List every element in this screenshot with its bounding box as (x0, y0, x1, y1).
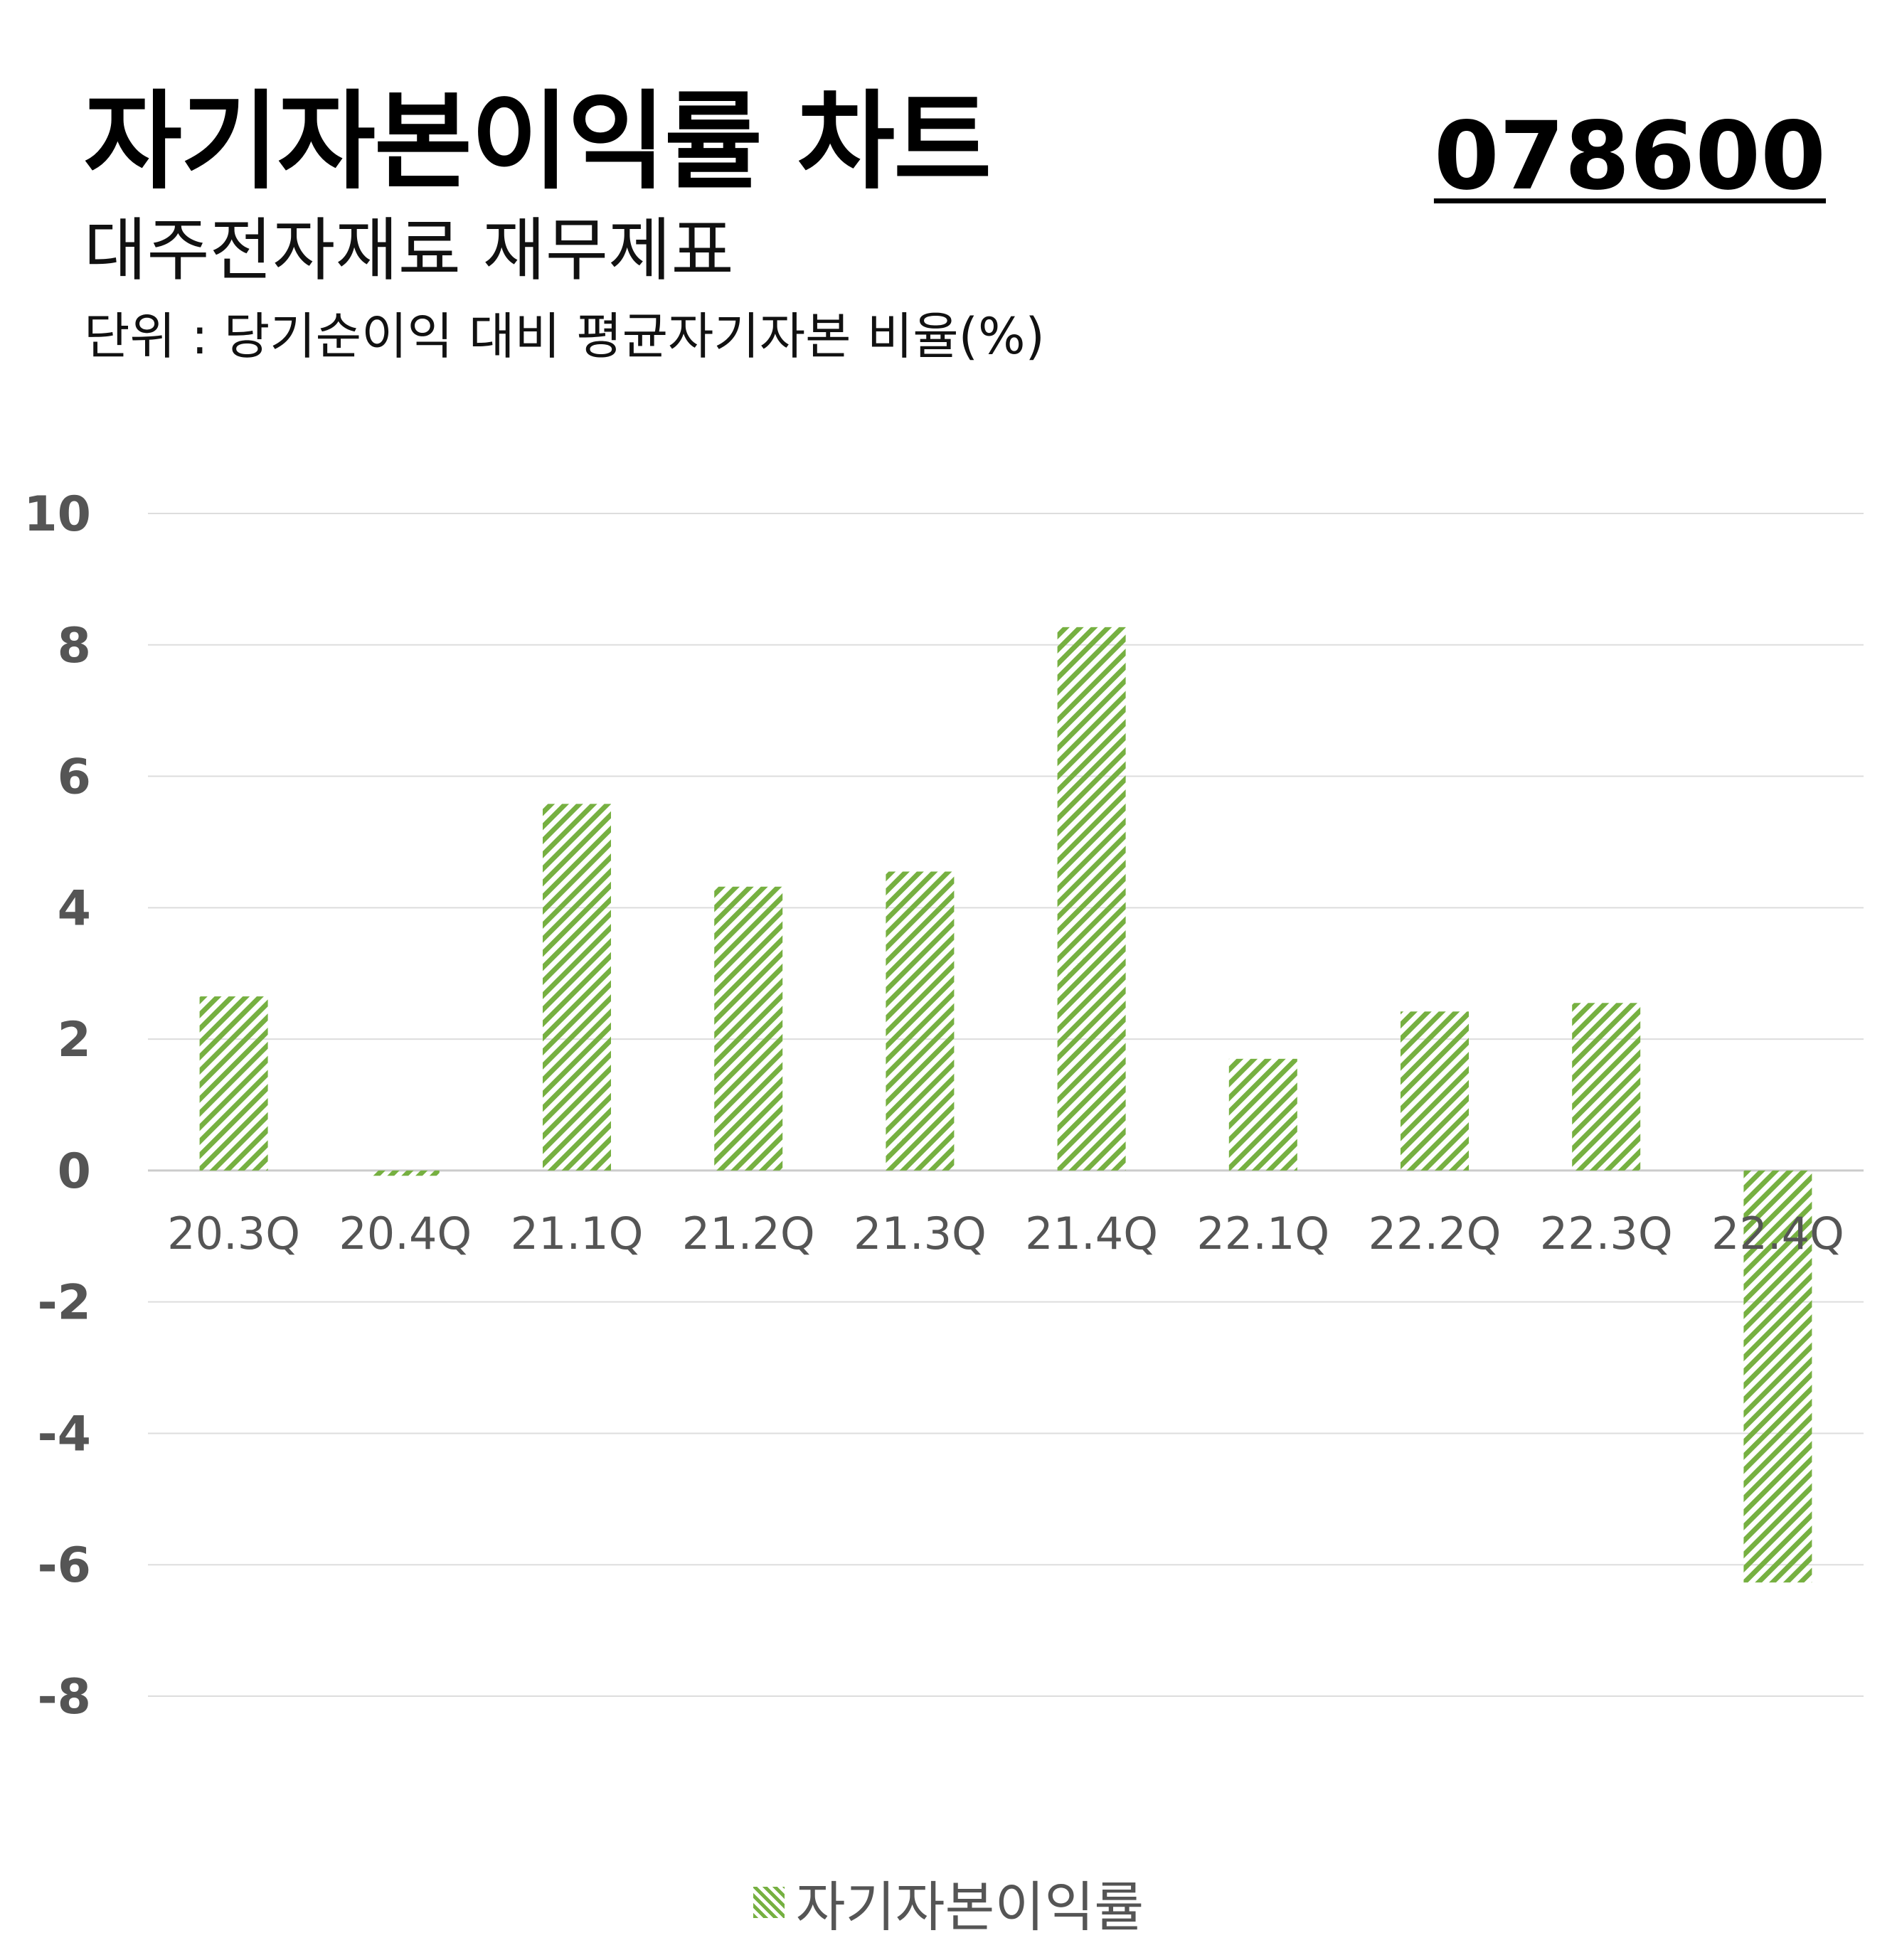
y-tick-label: 8 (58, 618, 91, 674)
bar-22.2Q (1401, 1011, 1469, 1171)
bar-21.2Q (714, 886, 783, 1171)
x-tick-label: 21.4Q (1025, 1208, 1158, 1259)
bar-21.3Q (886, 871, 955, 1171)
y-tick-label: -6 (37, 1538, 91, 1594)
legend-label: 자기자본이익률 (795, 1875, 1144, 1939)
bar-22.1Q (1228, 1058, 1297, 1171)
bar-22.3Q (1572, 1003, 1641, 1171)
y-tick-label: -8 (37, 1669, 91, 1725)
y-tick-label: 4 (58, 880, 91, 937)
legend-swatch (753, 1887, 785, 1918)
x-tick-label: 20.3Q (167, 1208, 300, 1259)
y-tick-label: 10 (23, 486, 91, 543)
bar-20.4Q (371, 1170, 440, 1176)
bar-21.1Q (543, 804, 611, 1171)
x-tick-label: 21.3Q (854, 1208, 987, 1259)
x-tick-label: 22.1Q (1196, 1208, 1329, 1259)
y-tick-label: 0 (58, 1144, 91, 1200)
bar-21.4Q (1057, 627, 1126, 1171)
x-tick-label: 22.3Q (1540, 1208, 1673, 1259)
x-tick-label: 21.1Q (511, 1208, 644, 1259)
page-title: 자기자본이익률 차트 (84, 80, 992, 204)
y-tick-label: 2 (58, 1012, 91, 1068)
x-tick-label: 22.2Q (1369, 1208, 1502, 1259)
stock-code[interactable]: 078600 (1433, 102, 1826, 211)
y-tick-label: -4 (37, 1406, 91, 1462)
page-subtitle: 대주전자재료 재무제표 (84, 211, 734, 290)
legend: 자기자본이익률 (0, 1863, 1897, 1942)
y-tick-label: -2 (37, 1275, 91, 1331)
x-tick-label: 22.4Q (1711, 1208, 1844, 1259)
unit-note: 단위 : 당기순이익 대비 평균자기자본 비율(%) (84, 307, 1045, 366)
x-tick-label: 20.4Q (339, 1208, 472, 1259)
x-tick-label: 21.2Q (682, 1208, 815, 1259)
bar-22.4Q (1743, 1170, 1812, 1583)
y-tick-label: 6 (58, 750, 91, 806)
bar-20.3Q (199, 996, 268, 1171)
